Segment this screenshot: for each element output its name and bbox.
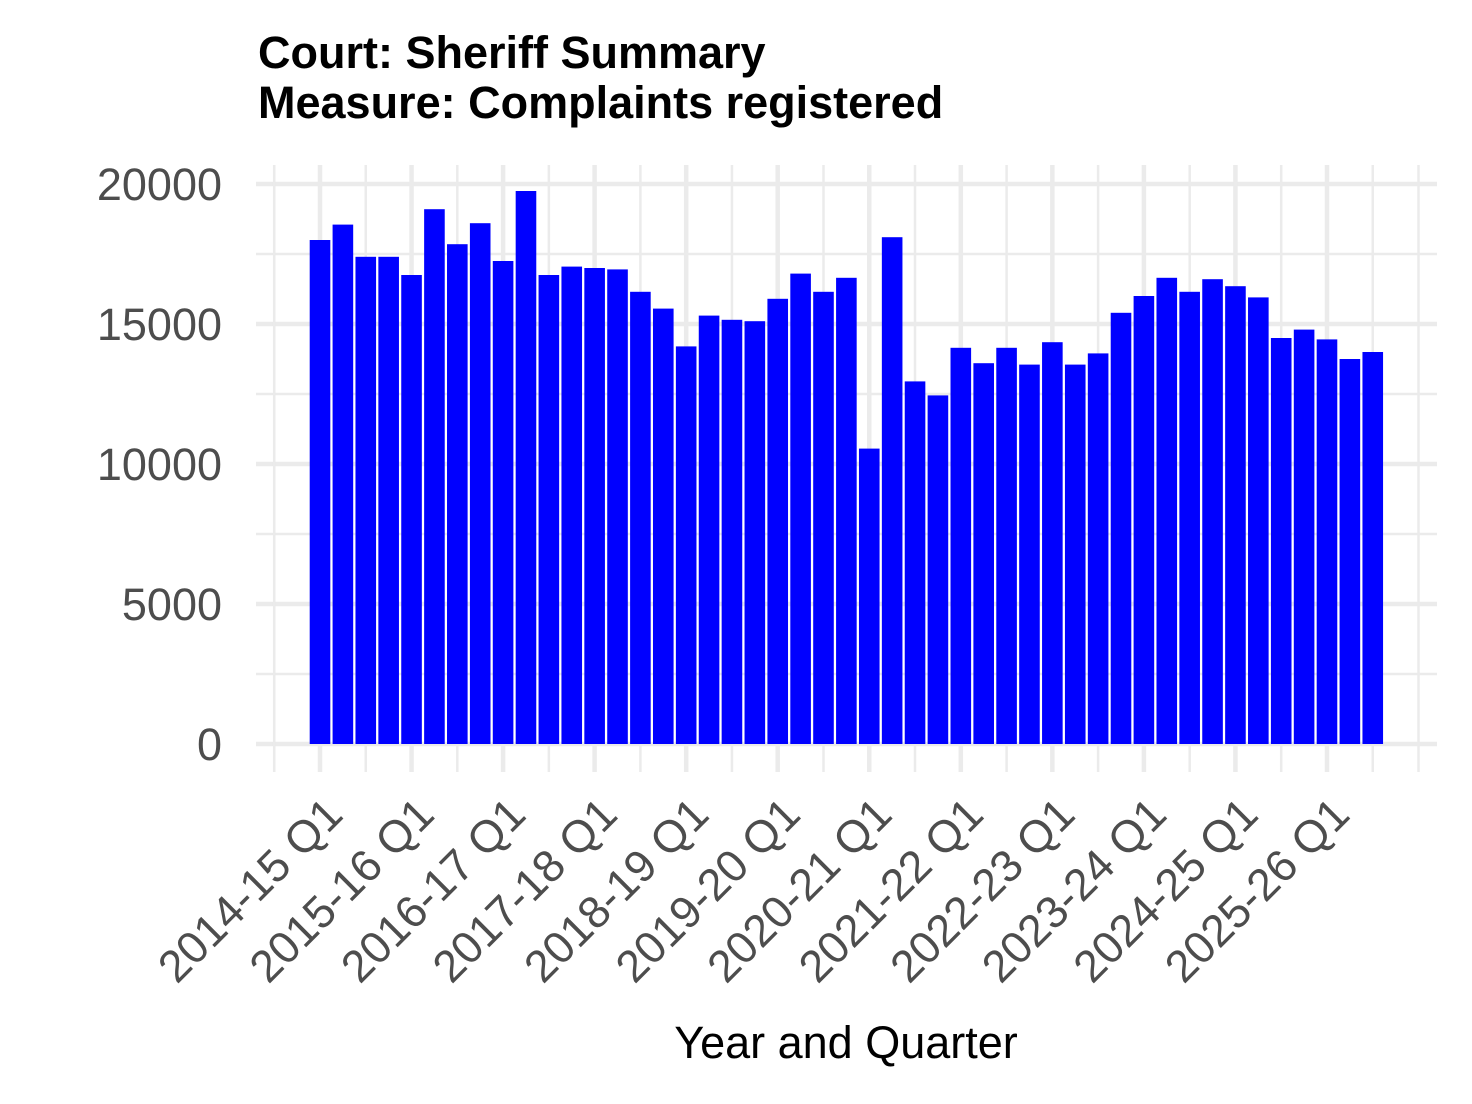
bar-28 <box>927 395 949 744</box>
bar-25 <box>858 448 880 744</box>
chart-title-line-2: Measure: Complaints registered <box>258 77 943 128</box>
bar-14 <box>607 269 628 744</box>
bar-47 <box>1362 352 1384 744</box>
bar-45 <box>1316 339 1338 744</box>
bar-22 <box>790 273 811 744</box>
bar-44 <box>1293 329 1315 744</box>
bar-38 <box>1156 277 1178 744</box>
bar-31 <box>996 347 1017 744</box>
bar-15 <box>630 291 651 744</box>
bar-42 <box>1248 297 1269 744</box>
bar-41 <box>1225 286 1246 744</box>
bar-7 <box>447 244 468 744</box>
y-tick-label-0: 0 <box>197 719 222 770</box>
bar-26 <box>881 237 903 744</box>
bar-37 <box>1133 296 1155 744</box>
bar-40 <box>1202 279 1223 744</box>
bar-5 <box>401 275 422 744</box>
chart-title-line-1: Court: Sheriff Summary <box>258 27 766 78</box>
bar-20 <box>744 321 766 744</box>
bar-1 <box>309 240 331 744</box>
bar-9 <box>492 261 514 744</box>
bar-4 <box>378 256 399 744</box>
y-tick-label-5000: 5000 <box>122 579 222 630</box>
bar-21 <box>767 298 789 744</box>
bar-33 <box>1042 342 1063 744</box>
bar-13 <box>584 268 605 744</box>
bar-34 <box>1064 364 1086 744</box>
y-tick-label-15000: 15000 <box>97 299 222 350</box>
bar-16 <box>652 308 674 744</box>
bar-30 <box>973 363 994 744</box>
bar-39 <box>1179 291 1200 744</box>
bar-6 <box>424 209 445 744</box>
bar-43 <box>1270 338 1292 744</box>
bar-3 <box>355 256 377 744</box>
bar-46 <box>1339 359 1361 744</box>
bar-12 <box>561 266 583 744</box>
plot-bars <box>309 191 1384 745</box>
bar-35 <box>1087 353 1109 744</box>
bar-18 <box>698 315 720 744</box>
bar-17 <box>675 346 697 744</box>
x-axis-title: Year and Quarter <box>674 1017 1018 1068</box>
bar-32 <box>1019 364 1040 744</box>
bar-36 <box>1110 312 1132 744</box>
bar-19 <box>721 319 743 744</box>
y-tick-label-10000: 10000 <box>97 439 222 490</box>
bar-10 <box>515 191 537 744</box>
bar-8 <box>469 223 491 744</box>
bar-24 <box>836 277 857 744</box>
bar-27 <box>904 381 926 744</box>
bar-23 <box>813 291 834 744</box>
bar-11 <box>538 275 560 744</box>
y-axis-tick-labels: 0 5000 10000 15000 20000 <box>97 159 222 770</box>
y-tick-label-20000: 20000 <box>97 159 222 210</box>
bar-29 <box>950 347 972 744</box>
bar-2 <box>332 224 354 745</box>
